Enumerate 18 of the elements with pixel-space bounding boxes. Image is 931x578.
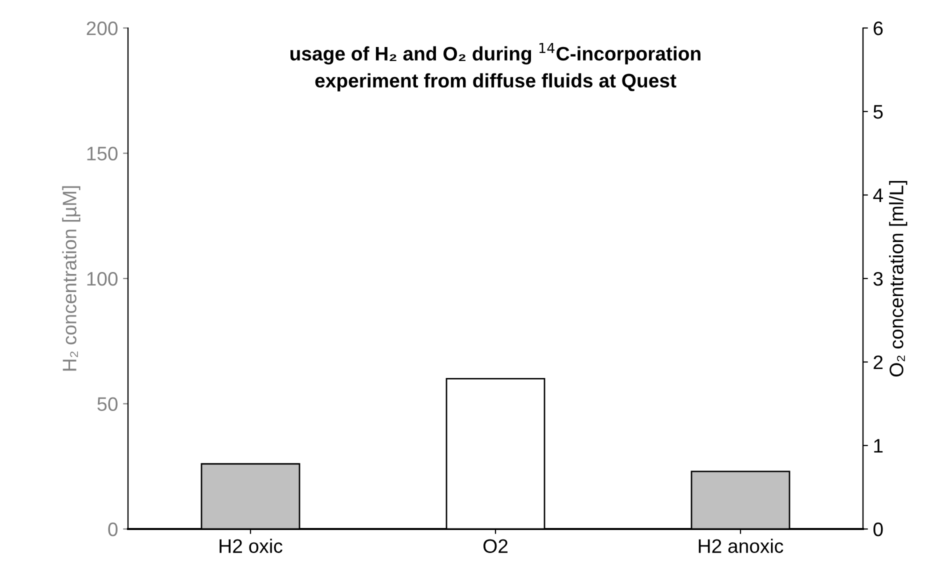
y-tick-label: 150: [87, 146, 118, 160]
y-tick-label: 100: [87, 272, 118, 286]
x-tick-label: H2 oxic: [220, 538, 282, 554]
text: usage of H₂ and O₂ during $^{14}$C-incorporation experiment from diffuse fluids at Quest: [290, 43, 700, 92]
x-tick-label: H2 anoxic: [698, 538, 784, 554]
y-tick-label: 50: [97, 397, 118, 411]
y-tick-label: 0: [108, 522, 118, 536]
y2-tick-label: 0: [873, 522, 883, 536]
y2-axis-title: O₂ concentration [ml/L]: [889, 181, 908, 376]
y-axis-title: H₂ concentration [µM]: [62, 186, 80, 371]
y2-tick-label: 3: [873, 272, 883, 286]
y2-tick-label: 4: [873, 188, 883, 202]
y2-tick-label: 2: [874, 355, 883, 370]
x-tick-label: O2: [483, 539, 508, 554]
y2-tick-label: 5: [874, 105, 883, 119]
y2-tick-label: 6: [874, 21, 883, 36]
y2-tick-label: 1: [874, 439, 883, 453]
y-tick-label: 200: [86, 21, 118, 36]
